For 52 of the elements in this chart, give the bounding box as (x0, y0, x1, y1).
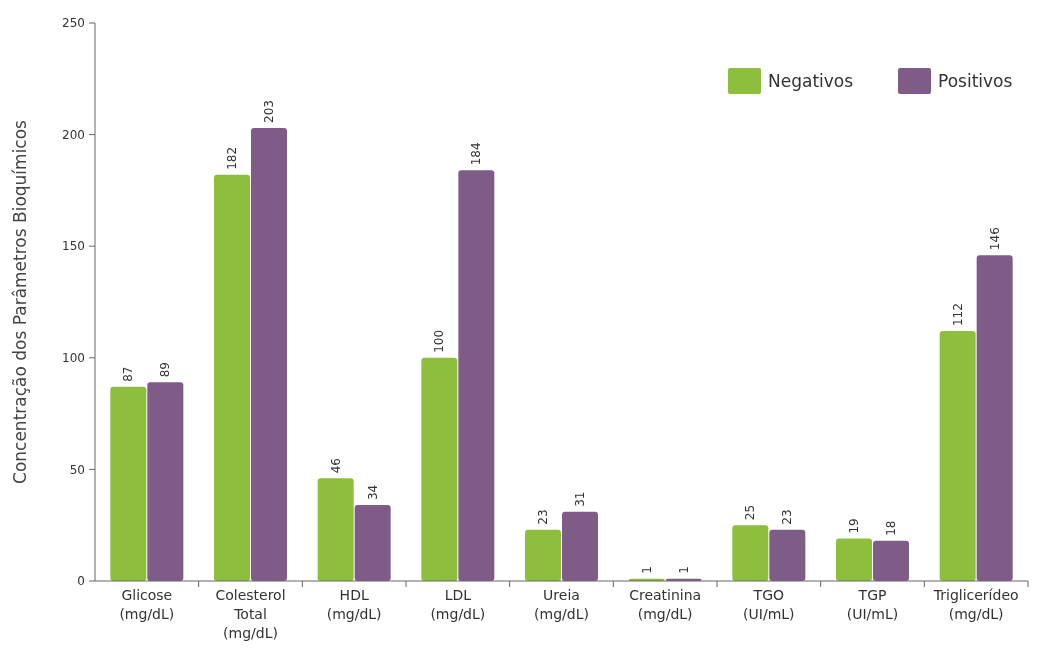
bar (873, 540, 909, 581)
x-tick-label: Creatinina (mg/dL) (629, 587, 702, 622)
data-label: 23 (780, 509, 795, 525)
data-label: 146 (987, 227, 1002, 251)
bar (836, 538, 872, 581)
bar (458, 170, 495, 581)
bar (251, 127, 287, 581)
y-tick-label: 150 (62, 239, 85, 254)
data-label: 23 (536, 509, 550, 525)
x-tick-label: Glicose (mg/dL) (119, 587, 175, 622)
x-tick-label: HDL (mg/dL) (326, 587, 382, 622)
data-label: 1 (676, 566, 691, 574)
data-label: 19 (847, 518, 861, 534)
bar (732, 525, 769, 581)
data-label: 89 (158, 362, 173, 378)
bar (421, 357, 458, 581)
bar (317, 478, 354, 581)
data-label: 87 (121, 366, 136, 382)
bar (939, 331, 976, 581)
bar (562, 511, 598, 581)
y-axis-title: Concentração dos Parâmetros Bioquímicos (10, 119, 30, 484)
y-tick-label: 200 (62, 127, 85, 142)
bar (110, 386, 147, 581)
x-tick-label: TGO (UI/mL) (743, 587, 795, 622)
legend-label: Negativos (768, 70, 854, 91)
y-tick-label: 100 (62, 351, 85, 365)
bar (525, 529, 561, 581)
x-tick-label: LDL (mg/dL) (430, 587, 486, 622)
x-tick-label: Colesterol Total (mg/dL) (215, 587, 286, 641)
data-label: 1 (639, 566, 654, 574)
bar (769, 529, 806, 581)
x-tick-label: TGP (UI/mL) (846, 587, 899, 622)
data-label: 203 (262, 100, 276, 123)
bar (976, 255, 1013, 581)
data-label: 31 (573, 491, 587, 507)
y-tick-label: 50 (69, 462, 85, 477)
x-tick-label: Triglicerídeo (mg/dL) (932, 587, 1019, 622)
bar (214, 174, 250, 581)
bar (147, 382, 184, 581)
data-label: 182 (225, 146, 239, 170)
y-tick-label: 0 (77, 574, 85, 589)
x-tick-label: Ureia (mg/dL) (534, 587, 589, 622)
data-label: 46 (328, 458, 343, 474)
data-label: 34 (365, 484, 380, 501)
data-label: 18 (884, 520, 898, 536)
data-label: 25 (743, 504, 758, 521)
bar (354, 505, 391, 581)
y-tick-label: 250 (62, 16, 85, 31)
data-label: 184 (469, 142, 484, 166)
legend-label: Positivos (938, 70, 1013, 91)
data-label: 100 (432, 329, 447, 353)
data-label: 112 (950, 303, 965, 327)
